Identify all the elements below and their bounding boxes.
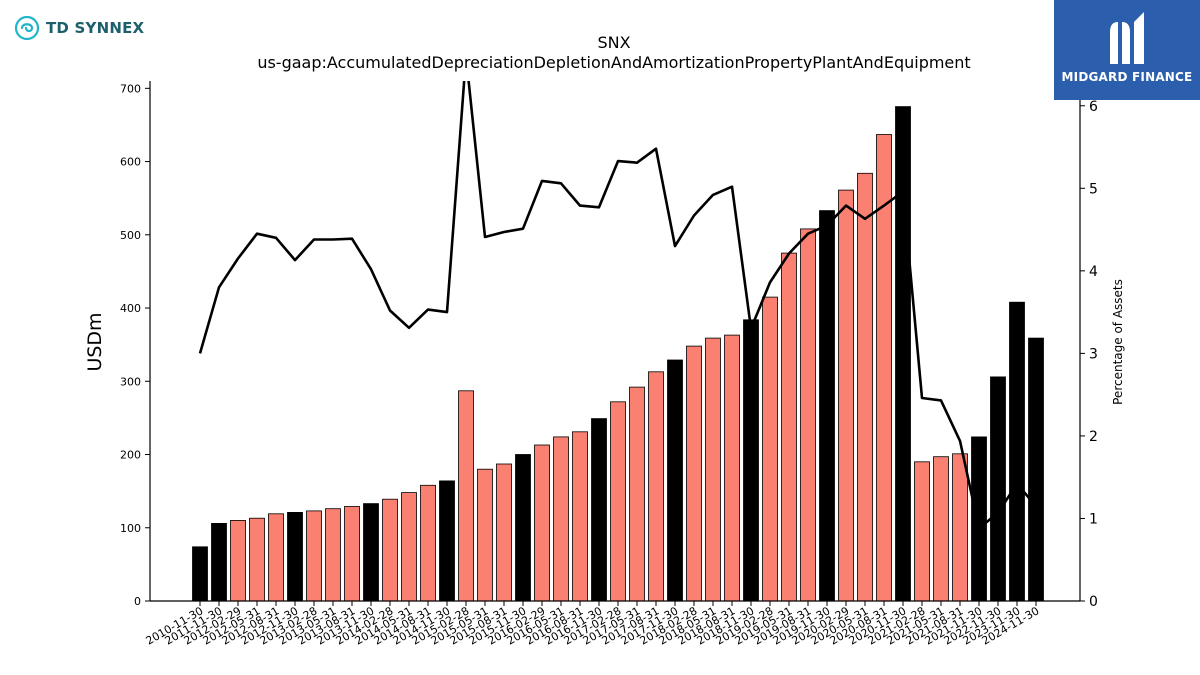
bar-2016-08-31: [572, 431, 588, 602]
chart-title: SNX: [597, 33, 630, 52]
midgard-m-icon: [1110, 12, 1144, 64]
bar-2013-11-30: [363, 503, 379, 602]
bar-2015-11-30: [515, 454, 531, 602]
bar-2019-05-31: [781, 252, 797, 602]
bar-2012-08-31: [268, 513, 284, 602]
bar-2012-05-31: [249, 517, 265, 602]
bar-2021-11-30: [971, 436, 987, 602]
midgard-finance-logo-text: MIDGARD FINANCE: [1061, 70, 1193, 84]
y-tick-label: 500: [120, 229, 141, 242]
bar-2013-08-31: [344, 506, 360, 602]
bar-2017-11-30: [667, 359, 683, 602]
y2-tick-label: 1: [1089, 511, 1098, 527]
bar-2022-11-30: [990, 376, 1006, 602]
bar-2010-11-30: [192, 546, 208, 602]
y-tick-label: 0: [134, 595, 141, 608]
midgard-finance-logo: MIDGARD FINANCE: [1054, 0, 1200, 100]
y-tick-label: 300: [120, 375, 141, 388]
bar-2017-08-31: [648, 371, 664, 602]
bar-2019-11-30: [819, 210, 835, 602]
y-axis-label: USDm: [84, 312, 106, 371]
y2-tick-label: 2: [1089, 429, 1098, 445]
bar-2013-02-28: [306, 510, 322, 602]
y2-tick-label: 5: [1089, 181, 1098, 197]
bar-2012-02-29: [230, 520, 246, 602]
bar-2015-08-31: [496, 463, 512, 602]
bar-2014-05-31: [401, 492, 417, 602]
bar-2021-05-31: [933, 456, 949, 602]
bar-2014-02-28: [382, 498, 398, 602]
bar-2018-11-30: [743, 319, 759, 602]
bar-2018-08-31: [724, 334, 740, 602]
line-group: [198, 81, 1037, 530]
y-tick-label: 700: [120, 82, 141, 95]
y2-tick-label: 3: [1089, 346, 1098, 362]
bar-2016-11-30: [591, 418, 607, 602]
bar-2016-02-29: [534, 444, 550, 602]
bar-2014-11-30: [439, 480, 455, 602]
td-synnex-logo-text: TD SYNNEX: [46, 19, 145, 37]
y-tick-label: 600: [120, 156, 141, 169]
axes-group: 010020030040050060070001234562010-11-302…: [120, 81, 1098, 648]
bar-2023-11-30: [1009, 301, 1025, 602]
td-synnex-logo: TD SYNNEX: [14, 14, 144, 42]
bar-2020-05-31: [857, 172, 873, 602]
bar-2017-05-31: [629, 386, 645, 602]
y-tick-label: 200: [120, 449, 141, 462]
bar-2020-11-30: [895, 106, 911, 602]
bar-2016-05-31: [553, 436, 569, 602]
bar-2017-02-28: [610, 401, 626, 602]
bar-2018-02-28: [686, 345, 702, 602]
bar-2013-05-31: [325, 508, 341, 602]
bar-2019-08-31: [800, 228, 816, 602]
percentage-of-assets-line: [198, 81, 1037, 530]
bar-2019-02-28: [762, 296, 778, 602]
bar-2020-02-29: [838, 189, 854, 602]
bar-2024-11-30: [1028, 337, 1044, 602]
bars-group: [192, 106, 1044, 602]
bar-2021-08-31: [952, 453, 968, 602]
y2-axis-label: Percentage of Assets: [1111, 279, 1125, 405]
bar-2021-02-28: [914, 461, 930, 602]
td-synnex-swirl-icon: [14, 15, 40, 41]
y2-tick-label: 0: [1089, 594, 1098, 610]
bar-2018-05-31: [705, 337, 721, 602]
y2-tick-label: 6: [1089, 99, 1098, 115]
bar-2012-11-30: [287, 512, 303, 602]
bar-2015-02-28: [458, 390, 474, 602]
bar-2015-05-31: [477, 468, 493, 602]
bar-2014-08-31: [420, 484, 436, 602]
y2-tick-label: 4: [1089, 264, 1098, 280]
y-tick-label: 100: [120, 522, 141, 535]
bar-2011-11-30: [211, 523, 227, 602]
chart-subtitle: us-gaap:AccumulatedDepreciationDepletion…: [257, 53, 970, 72]
y-tick-label: 400: [120, 302, 141, 315]
